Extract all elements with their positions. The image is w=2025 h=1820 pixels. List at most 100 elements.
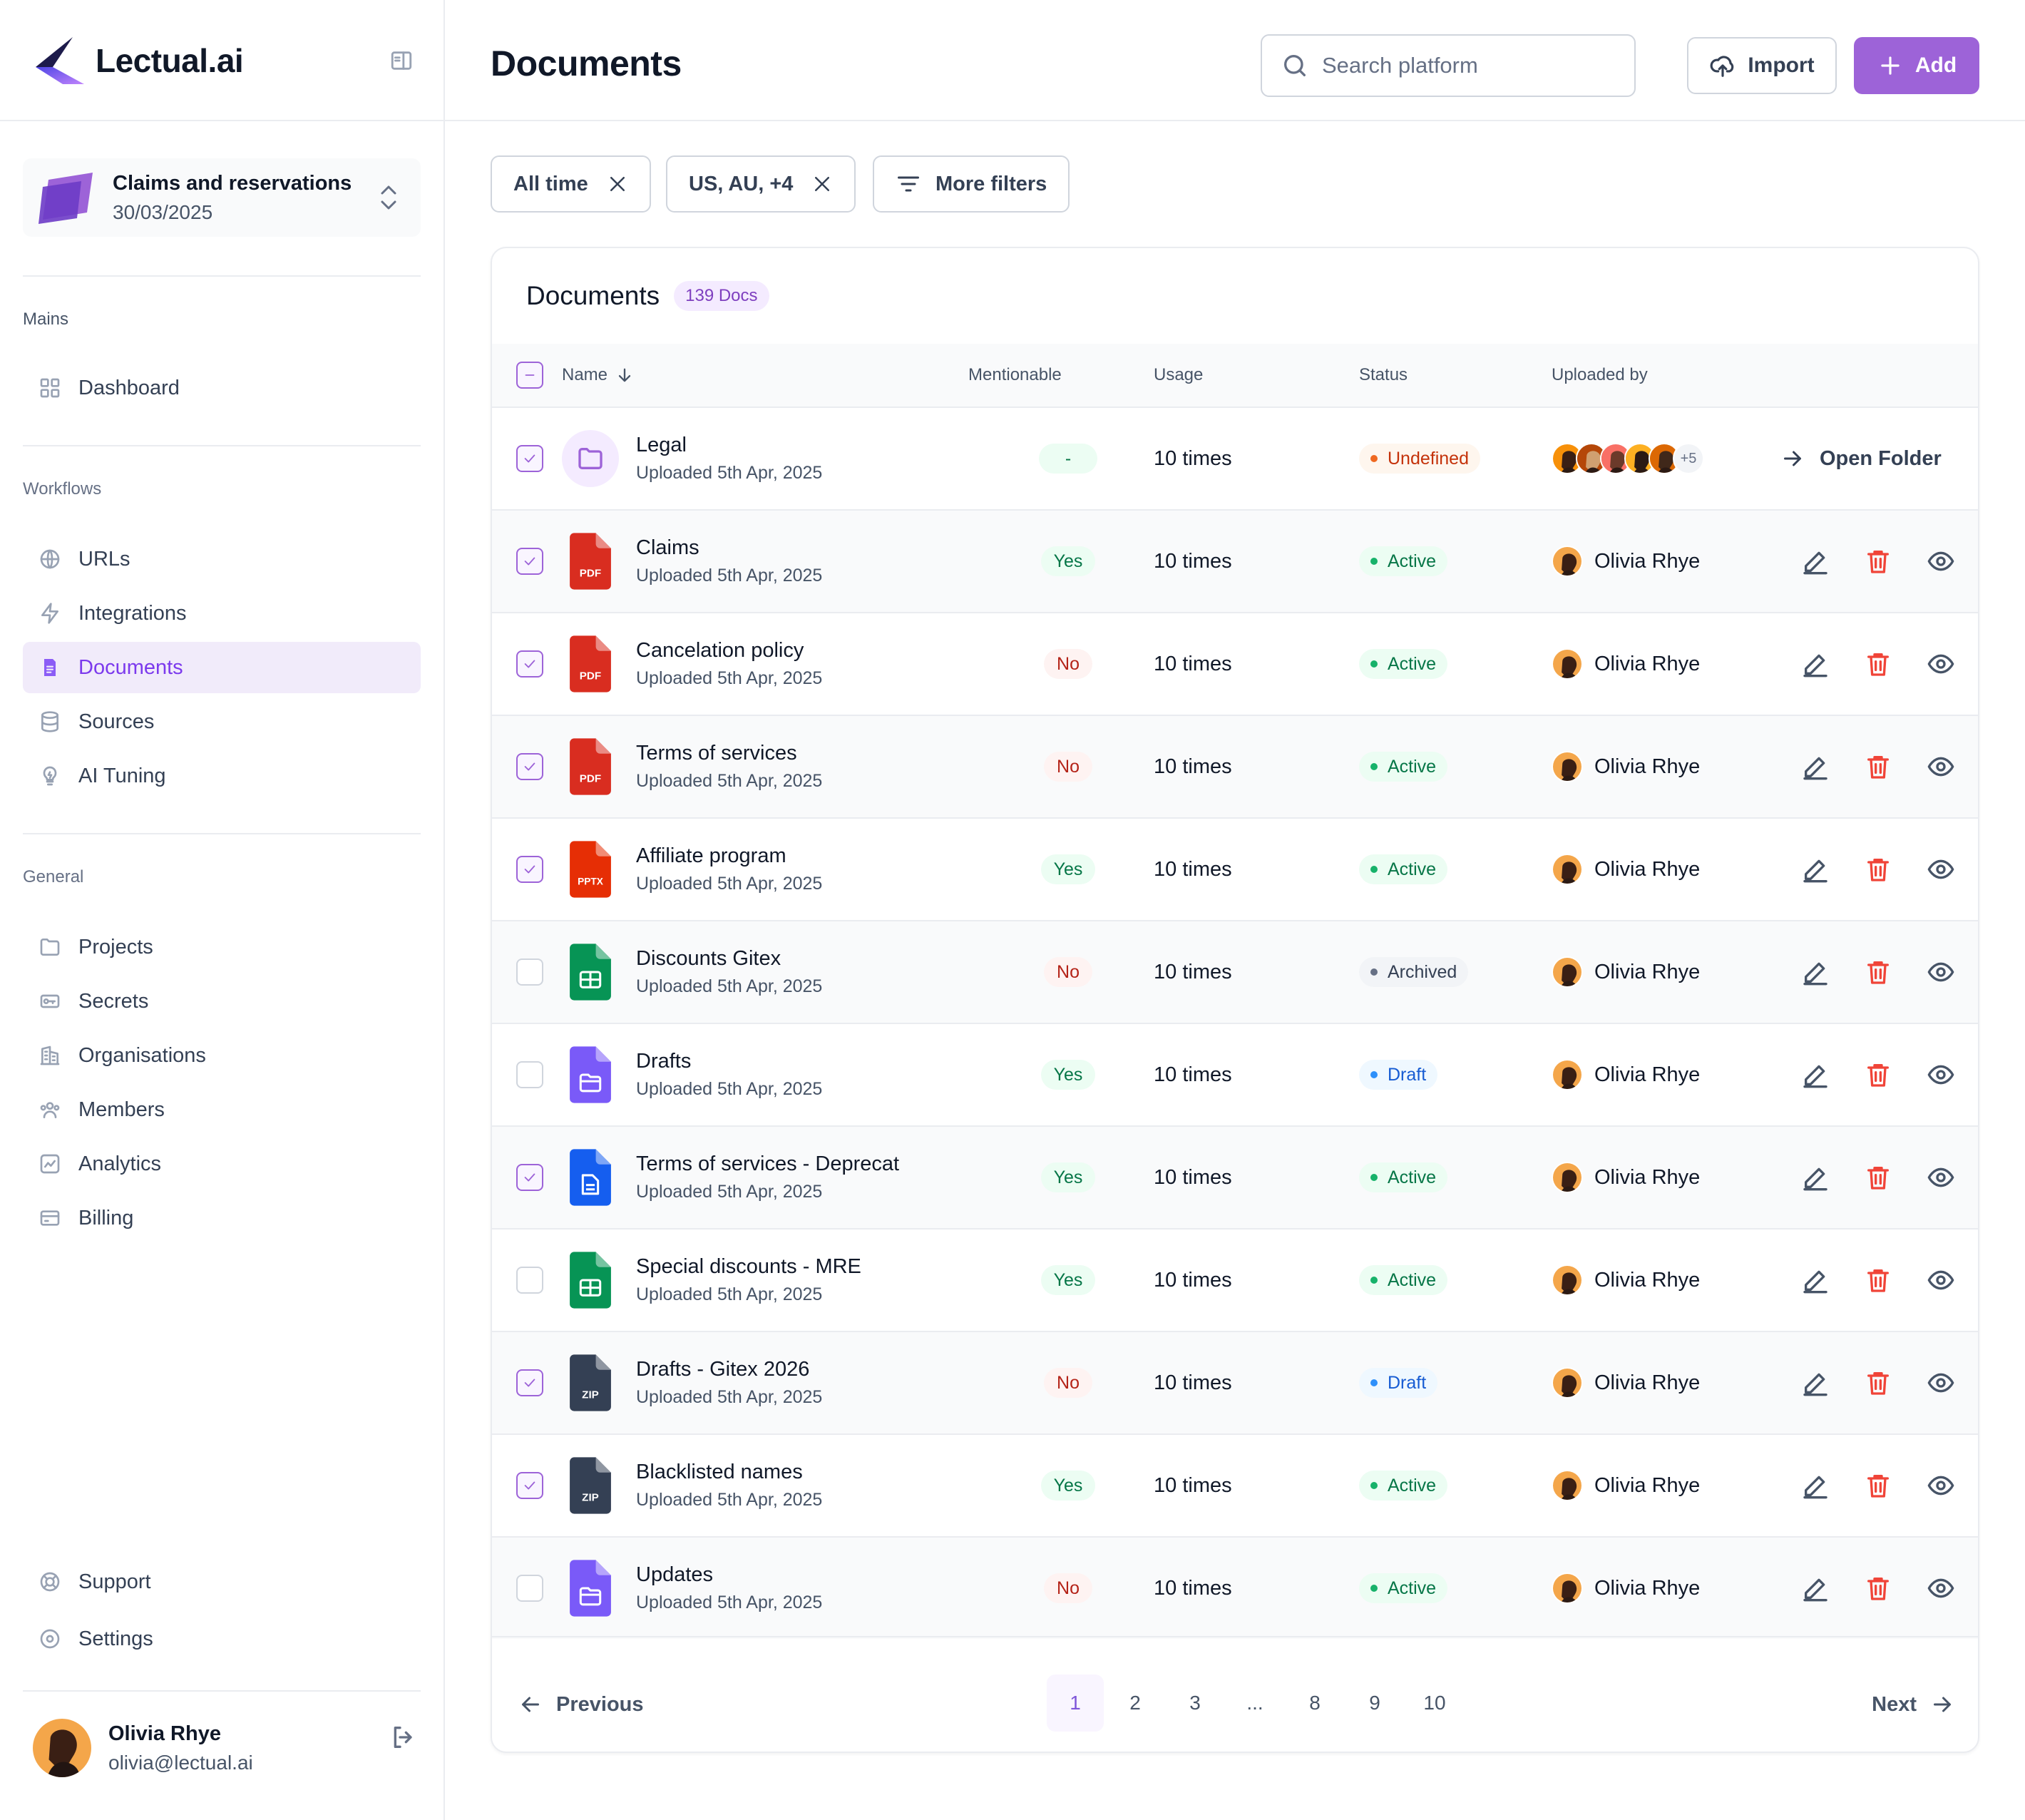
eye-icon[interactable] [1927, 1471, 1955, 1500]
table-row[interactable]: ZIP Blacklisted names Uploaded 5th Apr, 20… [492, 1433, 1978, 1536]
sidebar-item-settings[interactable]: Settings [23, 1613, 421, 1665]
edit-icon[interactable] [1801, 547, 1830, 576]
edit-icon[interactable] [1801, 1471, 1830, 1500]
logout-icon[interactable] [389, 1723, 418, 1752]
eye-icon[interactable] [1927, 1266, 1955, 1294]
uploader[interactable]: Olivia Rhye [1552, 1367, 1700, 1399]
table-row[interactable]: Updates Uploaded 5th Apr, 2025 No 10 times A… [492, 1536, 1978, 1639]
sidebar-item-documents[interactable]: Documents [23, 642, 421, 693]
page-number[interactable]: 2 [1129, 1692, 1141, 1714]
row-checkbox[interactable] [516, 958, 543, 986]
trash-icon[interactable] [1864, 1471, 1892, 1500]
row-checkbox[interactable] [516, 650, 543, 678]
sidebar-item-dashboard[interactable]: Dashboard [23, 362, 421, 414]
eye-icon[interactable] [1927, 958, 1955, 986]
uploader[interactable]: Olivia Rhye [1552, 751, 1700, 782]
edit-icon[interactable] [1801, 958, 1830, 986]
eye-icon[interactable] [1927, 855, 1955, 884]
edit-icon[interactable] [1801, 1060, 1830, 1089]
page-number[interactable]: 1 [1047, 1675, 1104, 1732]
uploader-avatar-group[interactable]: +5 [1552, 443, 1704, 474]
row-checkbox[interactable] [516, 1061, 543, 1088]
row-checkbox[interactable] [516, 1575, 543, 1602]
next-button[interactable]: Next [1872, 1676, 1955, 1733]
sidebar-item-projects[interactable]: Projects [23, 921, 421, 973]
table-row[interactable]: PDF Claims Uploaded 5th Apr, 2025 Yes 10 tim… [492, 509, 1978, 612]
trash-icon[interactable] [1864, 1266, 1892, 1294]
edit-icon[interactable] [1801, 1574, 1830, 1602]
edit-icon[interactable] [1801, 1369, 1830, 1397]
uploader[interactable]: Olivia Rhye [1552, 956, 1700, 988]
add-button[interactable]: Add [1854, 37, 1979, 94]
trash-icon[interactable] [1864, 650, 1892, 678]
eye-icon[interactable] [1927, 650, 1955, 678]
trash-icon[interactable] [1864, 855, 1892, 884]
table-row[interactable]: Drafts Uploaded 5th Apr, 2025 Yes 10 times D… [492, 1023, 1978, 1125]
project-switcher[interactable]: Claims and reservations 30/03/2025 [23, 158, 421, 237]
page-number[interactable]: 10 [1423, 1692, 1446, 1714]
open-folder-button[interactable]: Open Folder [1780, 446, 1942, 471]
eye-icon[interactable] [1927, 1369, 1955, 1397]
sidebar-item-organisations[interactable]: Organisations [23, 1030, 421, 1081]
row-checkbox[interactable] [516, 753, 543, 780]
brand-logo[interactable]: Lectual.ai [31, 36, 244, 86]
filter-region[interactable]: US, AU, +4 [666, 155, 856, 213]
table-row[interactable]: Special discounts - MRE Uploaded 5th Apr,… [492, 1228, 1978, 1331]
sidebar-item-analytics[interactable]: Analytics [23, 1138, 421, 1190]
column-uploaded-by[interactable]: Uploaded by [1552, 365, 1648, 384]
row-checkbox[interactable] [516, 548, 543, 575]
close-icon[interactable] [811, 173, 833, 195]
trash-icon[interactable] [1864, 752, 1892, 781]
row-checkbox[interactable] [516, 1472, 543, 1499]
sidebar-item-sources[interactable]: Sources [23, 696, 421, 747]
sidebar-item-integrations[interactable]: Integrations [23, 588, 421, 639]
sidebar-collapse-icon[interactable] [389, 48, 414, 73]
sidebar-item-support[interactable]: Support [23, 1556, 421, 1607]
trash-icon[interactable] [1864, 1369, 1892, 1397]
table-row[interactable]: Discounts Gitex Uploaded 5th Apr, 2025 No 1… [492, 920, 1978, 1023]
sidebar-item-ai-tuning[interactable]: AI Tuning [23, 750, 421, 802]
filter-time[interactable]: All time [491, 155, 651, 213]
edit-icon[interactable] [1801, 855, 1830, 884]
table-row[interactable]: ZIP Drafts - Gitex 2026 Uploaded 5th Apr, … [492, 1331, 1978, 1433]
edit-icon[interactable] [1801, 650, 1830, 678]
trash-icon[interactable] [1864, 1574, 1892, 1602]
trash-icon[interactable] [1864, 958, 1892, 986]
edit-icon[interactable] [1801, 1266, 1830, 1294]
trash-icon[interactable] [1864, 547, 1892, 576]
trash-icon[interactable] [1864, 1060, 1892, 1089]
edit-icon[interactable] [1801, 752, 1830, 781]
eye-icon[interactable] [1927, 752, 1955, 781]
uploader[interactable]: Olivia Rhye [1552, 648, 1700, 680]
page-number[interactable]: 3 [1189, 1692, 1201, 1714]
table-row[interactable]: PDF Cancelation policy Uploaded 5th Apr, 2… [492, 612, 1978, 715]
edit-icon[interactable] [1801, 1163, 1830, 1192]
uploader[interactable]: Olivia Rhye [1552, 546, 1700, 577]
uploader[interactable]: Olivia Rhye [1552, 1264, 1700, 1296]
sidebar-item-members[interactable]: Members [23, 1084, 421, 1135]
column-mentionable[interactable]: Mentionable [968, 365, 1062, 384]
close-icon[interactable] [607, 173, 628, 195]
trash-icon[interactable] [1864, 1163, 1892, 1192]
page-number[interactable]: 8 [1309, 1692, 1321, 1714]
eye-icon[interactable] [1927, 547, 1955, 576]
sidebar-item-secrets[interactable]: Secrets [23, 976, 421, 1027]
sidebar-item-urls[interactable]: URLs [23, 533, 421, 585]
row-checkbox[interactable] [516, 1164, 543, 1191]
uploader[interactable]: Olivia Rhye [1552, 1059, 1700, 1090]
import-button[interactable]: Import [1687, 37, 1837, 94]
previous-button[interactable]: Previous [518, 1676, 644, 1733]
sidebar-item-billing[interactable]: Billing [23, 1192, 421, 1244]
uploader[interactable]: Olivia Rhye [1552, 854, 1700, 885]
column-name[interactable]: Name [562, 344, 635, 407]
table-row[interactable]: PDF Terms of services Uploaded 5th Apr, 20… [492, 715, 1978, 817]
uploader[interactable]: Olivia Rhye [1552, 1470, 1700, 1501]
select-all-checkbox[interactable] [516, 344, 543, 407]
row-checkbox[interactable] [516, 445, 543, 472]
user-profile[interactable]: Olivia Rhye olivia@lectual.ai [33, 1716, 418, 1780]
table-row[interactable]: Terms of services - Deprecat Uploaded 5th… [492, 1125, 1978, 1228]
eye-icon[interactable] [1927, 1574, 1955, 1602]
table-row[interactable]: Legal Uploaded 5th Apr, 2025 - 10 times Unde… [492, 407, 1978, 509]
eye-icon[interactable] [1927, 1060, 1955, 1089]
more-filters-button[interactable]: More filters [873, 155, 1070, 213]
